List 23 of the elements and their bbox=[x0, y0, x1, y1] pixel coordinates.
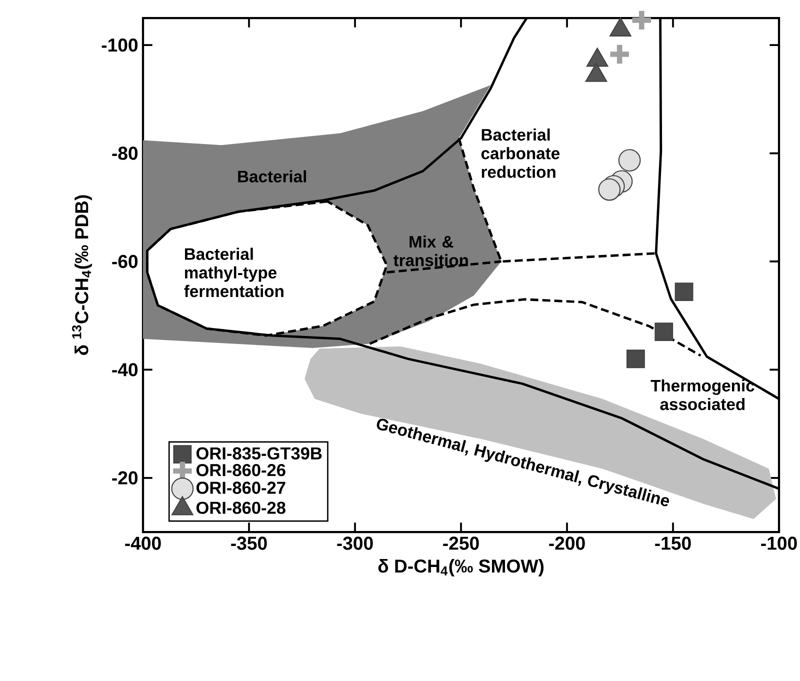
legend-label: ORI-835-GT39B bbox=[196, 447, 322, 460]
annotation: Mix & transition bbox=[394, 235, 468, 266]
annotation: Bacterial bbox=[238, 170, 306, 182]
legend-label: ORI-860-26 bbox=[196, 464, 286, 476]
x-tick-label: -400 bbox=[125, 536, 161, 550]
x-tick-label: -100 bbox=[761, 536, 797, 550]
y-tick-label: -20 bbox=[112, 471, 138, 484]
y-tick-label: -80 bbox=[112, 146, 138, 160]
y-axis-title: δ $^{13}$C-CH$_{4}$(‰ PDB) bbox=[72, 195, 92, 355]
x-tick-label: -300 bbox=[337, 536, 373, 550]
annotation: Thermogenic associated bbox=[650, 379, 754, 410]
y-tick-label: -100 bbox=[102, 38, 138, 52]
x-tick-label: -350 bbox=[231, 536, 267, 550]
y-tick-label: -40 bbox=[112, 363, 138, 376]
legend-label: ORI-860-27 bbox=[196, 482, 286, 494]
annotation: Bacterial carbonate reduction bbox=[481, 128, 560, 178]
y-tick-label: -60 bbox=[112, 254, 138, 268]
x-tick-label: -150 bbox=[655, 536, 691, 550]
x-axis-title: δ D-CH$_{4}$(‰ SMOW) bbox=[378, 559, 544, 576]
annotation: Bacterial mathyl-type fermentation bbox=[184, 248, 284, 298]
x-tick-label: -250 bbox=[443, 536, 479, 550]
legend-label: ORI-860-28 bbox=[196, 502, 286, 514]
x-tick-label: -200 bbox=[549, 536, 585, 550]
